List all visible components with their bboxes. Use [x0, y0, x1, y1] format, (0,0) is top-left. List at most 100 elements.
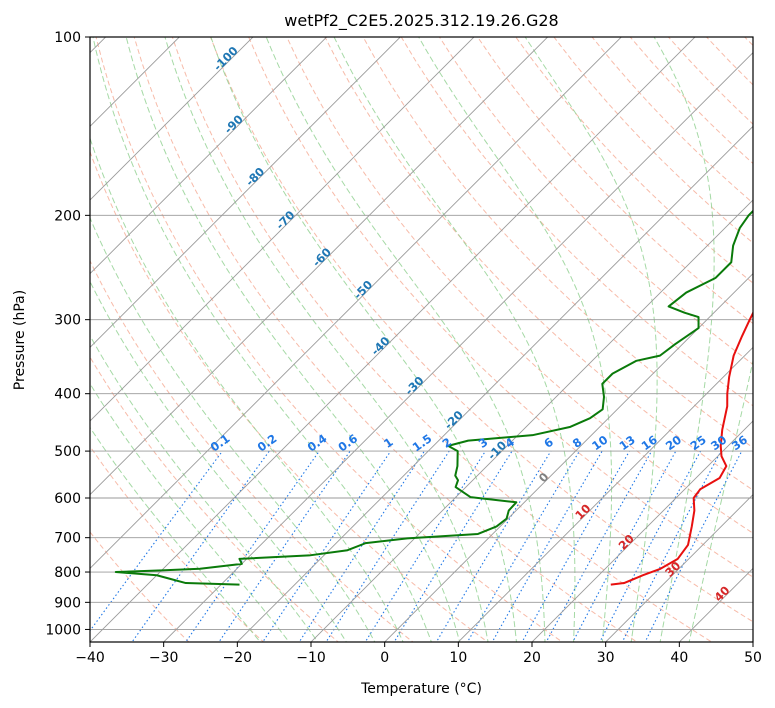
isotherm-line — [90, 37, 696, 642]
x-tick-label: 20 — [523, 650, 541, 666]
moist-adiabat — [90, 382, 290, 642]
x-tick-label: 40 — [670, 650, 688, 666]
y-axis: 100 200 300 400 500 600 700 800 900 1000 — [45, 30, 90, 638]
moist-adiabat — [125, 37, 461, 642]
y-tick-label: 200 — [54, 208, 81, 224]
dry-adiabat — [171, 37, 713, 642]
plot-frame — [89, 36, 754, 643]
dry-adiabat — [477, 37, 753, 325]
isotherm-line — [163, 52, 753, 642]
y-tick-label: 300 — [54, 313, 81, 329]
isotherm-line — [90, 37, 549, 496]
isotherm-label: -20 — [441, 408, 466, 433]
x-tick-label: −10 — [296, 650, 326, 666]
mixing-ratio-label: 1 — [381, 435, 396, 451]
moist-adiabat — [688, 358, 753, 642]
x-tick-label: 0 — [380, 650, 389, 666]
dry-adiabat — [248, 37, 753, 578]
grid-lines — [90, 37, 753, 642]
isotherm-line — [310, 199, 753, 642]
dry-adiabat — [133, 37, 638, 642]
mixing-ratio-line — [262, 450, 392, 642]
mixing-ratio-line — [545, 450, 653, 642]
isotherm-line — [90, 37, 180, 127]
mixing-ratio-line — [621, 450, 722, 642]
mixing-ratio-label: 25 — [688, 432, 709, 453]
isotherm-line — [90, 37, 254, 201]
mixing-ratio-label: 16 — [639, 432, 660, 453]
dry-adiabat — [95, 37, 564, 642]
y-tick-label: 800 — [54, 565, 81, 581]
dry-adiabat — [362, 37, 753, 449]
isotherm-line — [384, 273, 753, 642]
chart-title: wetPf2_C2E5.2025.312.19.26.G28 — [284, 11, 558, 31]
isotherm-line — [90, 37, 475, 422]
dry-adiabat — [90, 531, 190, 642]
mixing-ratio-label: 10 — [589, 432, 610, 453]
x-axis-title: Temperature (°C) — [360, 681, 482, 697]
y-axis-title: Pressure (hPa) — [12, 290, 28, 390]
dry-adiabat — [553, 37, 753, 244]
isotherm-label: -30 — [402, 373, 427, 398]
x-tick-label: −30 — [149, 650, 179, 666]
temperature-profile-line — [610, 310, 753, 586]
y-tick-label: 700 — [54, 531, 81, 547]
isotherm-label: -60 — [309, 245, 334, 270]
mixing-ratio-label: 36 — [729, 432, 750, 453]
mixing-ratio-line — [466, 450, 580, 642]
mixing-ratio-label: 6 — [541, 435, 556, 451]
dry-adiabat — [286, 37, 753, 534]
mixing-ratio-label: 13 — [617, 432, 638, 453]
isotherm-line — [605, 494, 753, 642]
isotherm-label: -40 — [368, 334, 393, 359]
series-lines — [114, 209, 753, 586]
mixing-ratio-line — [393, 450, 513, 642]
isotherm-label: 0 — [536, 470, 552, 486]
isotherm-label: -50 — [351, 277, 376, 302]
mixing-ratio-line — [644, 450, 743, 642]
isotherm-label: 30 — [662, 559, 683, 580]
y-tick-label: 1000 — [45, 622, 81, 638]
moist-adiabat — [653, 37, 715, 642]
x-axis: −40 −30 −20 −10 0 10 20 30 40 50 — [75, 642, 762, 666]
mixing-ratio-label: 8 — [570, 435, 585, 451]
moist-adiabat — [90, 280, 347, 642]
dry-adiabat — [668, 37, 753, 125]
isotherm-label: -80 — [243, 164, 268, 189]
x-tick-label: 50 — [744, 650, 762, 666]
y-tick-label: 500 — [54, 444, 81, 460]
y-tick-label: 600 — [54, 491, 81, 507]
mixing-ratio-label: 30 — [708, 432, 729, 453]
isotherm-line — [752, 641, 753, 642]
x-tick-label: −20 — [223, 650, 253, 666]
dry-adiabat — [324, 37, 753, 491]
moist-adiabat — [524, 37, 658, 642]
mixing-ratio-line — [90, 450, 223, 632]
moist-adiabat — [418, 37, 613, 642]
y-tick-label: 100 — [54, 30, 81, 46]
dry-adiabat — [210, 37, 753, 623]
isotherm-line — [531, 420, 753, 642]
moist-adiabat — [90, 334, 319, 642]
dry-adiabat — [400, 37, 753, 407]
isotherm-line — [457, 346, 753, 642]
isotherm-label: 20 — [616, 531, 637, 552]
isotherm-line — [90, 37, 622, 569]
mixing-ratio-line — [298, 450, 425, 642]
dry-adiabat — [515, 37, 753, 284]
dewpoint-profile-line — [114, 209, 753, 586]
dry-adiabat — [90, 356, 339, 642]
y-tick-label: 900 — [54, 595, 81, 611]
x-tick-label: 30 — [597, 650, 615, 666]
moist-adiabat — [164, 37, 489, 642]
isotherm-label: 40 — [711, 583, 732, 604]
isotherm-line — [90, 37, 328, 275]
dry-adiabat — [439, 37, 753, 366]
x-tick-label: −40 — [75, 650, 105, 666]
isotherm-label: 10 — [572, 501, 593, 522]
isotherm-line — [236, 125, 753, 642]
x-tick-label: 10 — [449, 650, 467, 666]
moist-adiabat — [210, 37, 517, 642]
dry-adiabat — [591, 37, 753, 204]
